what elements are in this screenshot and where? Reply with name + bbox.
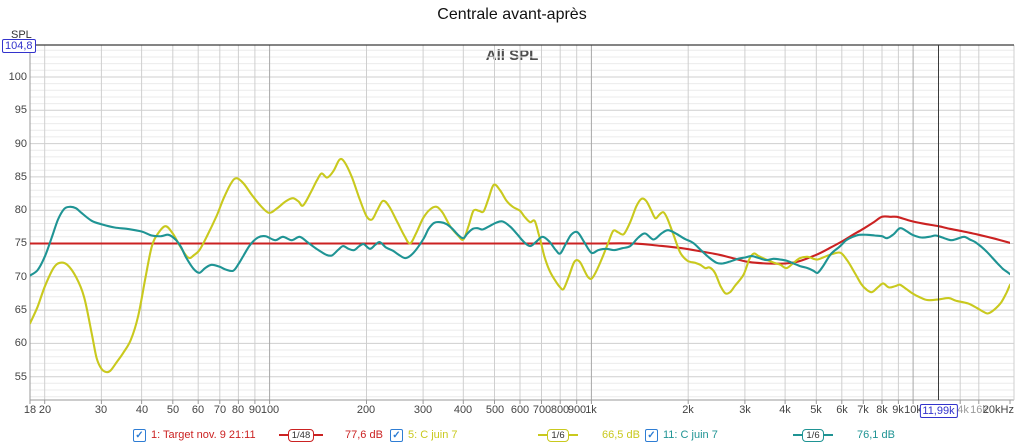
y-tick-label: 60 xyxy=(14,337,27,349)
x-tick-label: 6k xyxy=(836,404,848,416)
legend-name-before[interactable]: 5: C juin 7 xyxy=(408,429,458,441)
legend-smoothing-after: 1/6 xyxy=(775,428,851,442)
cursor-spl-readout: 104,8 xyxy=(2,39,36,53)
x-tick-label: 4k xyxy=(779,404,791,416)
x-tick-label: 200 xyxy=(356,404,376,416)
legend-entry-target: ✓ 1: Target nov. 9 21:11 1/48 77,6 dB xyxy=(133,426,403,444)
y-tick-label: 55 xyxy=(14,371,27,383)
y-tick-label: 100 xyxy=(8,71,27,83)
x-tick-label: 60 xyxy=(191,404,205,416)
legend-line-icon xyxy=(823,434,833,436)
legend-checkbox-after[interactable]: ✓ xyxy=(645,428,658,442)
x-tick-label: 300 xyxy=(413,404,433,416)
x-tick-label: 20 xyxy=(38,404,52,416)
legend-smoothing-target: 1/48 xyxy=(263,428,339,442)
cursor-frequency-readout: 11,99k xyxy=(919,404,958,418)
y-tick-label: 95 xyxy=(14,104,27,116)
x-tick-label: 16k xyxy=(970,404,988,416)
legend-line-icon xyxy=(278,434,288,436)
x-tick-label: 500 xyxy=(485,404,505,416)
curve-before xyxy=(30,157,1010,374)
legend-line-icon xyxy=(538,434,548,436)
x-tick-label: 700 xyxy=(532,404,552,416)
y-tick-label: 80 xyxy=(14,204,27,216)
x-tick-label: 90 xyxy=(248,404,262,416)
legend-cursor-value-after: 76,1 dB xyxy=(857,429,895,441)
x-tick-label: 400 xyxy=(453,404,473,416)
x-tick-label: 30 xyxy=(94,404,108,416)
x-tick-label: 3k xyxy=(739,404,751,416)
chart-title: All SPL xyxy=(485,47,539,64)
x-tick-label: 600 xyxy=(510,404,530,416)
x-tick-label: 5k xyxy=(810,404,822,416)
x-tick-label: 50 xyxy=(166,404,180,416)
x-tick-label: 70 xyxy=(213,404,227,416)
x-tick-label: 9k xyxy=(892,404,904,416)
legend-cursor-value-target: 77,6 dB xyxy=(345,429,383,441)
x-tick-label: 8k xyxy=(876,404,888,416)
legend-checkbox-before[interactable]: ✓ xyxy=(390,428,403,442)
legend-entry-before: ✓ 5: C juin 7 1/6 66,5 dB xyxy=(390,426,660,444)
curve-after xyxy=(30,205,1010,277)
y-tick-label: 70 xyxy=(14,271,27,283)
legend-checkbox-target[interactable]: ✓ xyxy=(133,428,146,442)
legend-name-after[interactable]: 11: C juin 7 xyxy=(663,429,718,441)
smoothing-value: 1/6 xyxy=(802,428,824,442)
legend-line-icon xyxy=(793,434,803,436)
x-tick-label: 10k xyxy=(904,404,922,416)
legend-entry-after: ✓ 11: C juin 7 1/6 76,1 dB xyxy=(645,426,915,444)
x-tick-label: 40 xyxy=(135,404,149,416)
x-tick-label: 800 xyxy=(550,404,570,416)
legend-smoothing-before: 1/6 xyxy=(520,428,596,442)
y-axis-label: SPL xyxy=(11,29,32,41)
x-tick-label: 2k xyxy=(682,404,694,416)
window-title: Centrale avant-après xyxy=(437,6,587,23)
x-tick-label: 1k xyxy=(585,404,597,416)
y-tick-label: 85 xyxy=(14,171,27,183)
x-tick-label: 80 xyxy=(231,404,245,416)
x-tick-label: 100 xyxy=(260,404,280,416)
legend-line-icon xyxy=(568,434,578,436)
y-tick-label: 75 xyxy=(14,237,27,249)
x-tick-label: 900 xyxy=(567,404,587,416)
x-tick-label: 20kHz xyxy=(982,404,1014,416)
x-tick-label: 18 xyxy=(23,404,37,416)
legend-cursor-value-before: 66,5 dB xyxy=(602,429,640,441)
x-tick-label: 7k xyxy=(857,404,869,416)
y-tick-label: 90 xyxy=(14,138,27,150)
smoothing-value: 1/48 xyxy=(287,428,315,442)
smoothing-value: 1/6 xyxy=(547,428,569,442)
legend-line-icon xyxy=(314,434,324,436)
legend: ✓ 1: Target nov. 9 21:11 1/48 77,6 dB ✓ 5: C … xyxy=(0,426,1024,446)
legend-name-target[interactable]: 1: Target nov. 9 21:11 xyxy=(151,429,256,441)
y-tick-label: 65 xyxy=(14,304,27,316)
